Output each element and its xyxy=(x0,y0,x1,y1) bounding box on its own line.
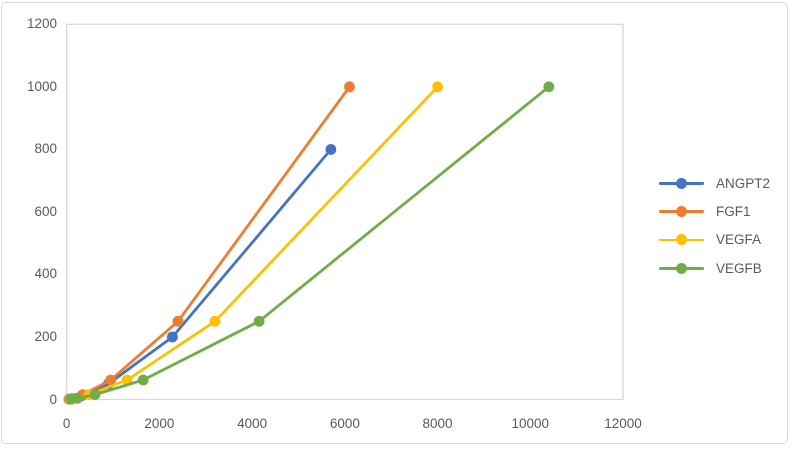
x-tick-label: 10000 xyxy=(511,416,550,431)
y-tick-label: 200 xyxy=(34,328,57,344)
legend-item-vegfb[interactable]: VEGFB xyxy=(659,254,770,282)
data-point-fgf1 xyxy=(172,315,184,327)
y-tick-label: 1000 xyxy=(26,78,57,94)
x-tick-label: 8000 xyxy=(422,416,453,431)
legend-item-fgf1[interactable]: FGF1 xyxy=(659,197,770,225)
data-point-vegfb xyxy=(137,374,149,386)
x-tick-label: 2000 xyxy=(144,416,175,431)
data-point-vegfa xyxy=(432,81,443,93)
series-line-vegfa xyxy=(68,85,440,401)
legend-item-vegfa[interactable]: VEGFA xyxy=(659,226,770,254)
legend-line-marker-icon xyxy=(659,234,704,246)
legend: ANGPT2 FGF1 VEGFA VEGFB xyxy=(659,169,770,283)
legend-label: FGF1 xyxy=(716,204,751,220)
legend-label: ANGPT2 xyxy=(716,175,771,191)
data-point-vegfb xyxy=(89,389,101,400)
y-tick-label: 1200 xyxy=(26,16,57,32)
legend-label: VEGFA xyxy=(716,232,762,248)
data-point-vegfb xyxy=(543,81,555,93)
x-tick-label: 0 xyxy=(62,416,71,431)
series-line-angpt2 xyxy=(67,147,333,401)
data-point-angpt2 xyxy=(325,144,337,155)
legend-label: VEGFB xyxy=(716,260,762,276)
x-tick-label: 4000 xyxy=(237,416,268,431)
data-point-fgf1 xyxy=(105,374,117,386)
chart-frame xyxy=(1,2,788,444)
y-tick-label: 800 xyxy=(34,141,57,157)
y-tick-label: 400 xyxy=(34,266,57,282)
data-point-vegfa xyxy=(209,315,221,327)
x-tick-label: 12000 xyxy=(604,416,642,431)
legend-line-marker-icon xyxy=(659,206,704,217)
y-tick-label: 0 xyxy=(49,391,57,407)
x-tick-label: 6000 xyxy=(329,416,360,431)
series-line-fgf1 xyxy=(67,85,351,401)
legend-line-marker-icon xyxy=(659,177,704,189)
legend-item-angpt2[interactable]: ANGPT2 xyxy=(659,169,770,197)
y-tick-label: 600 xyxy=(34,203,57,219)
legend-line-marker-icon xyxy=(659,262,704,274)
data-point-angpt2 xyxy=(167,331,178,343)
data-point-vegfb xyxy=(253,315,265,327)
data-point-vegfb xyxy=(72,392,83,404)
data-point-fgf1 xyxy=(344,81,355,93)
